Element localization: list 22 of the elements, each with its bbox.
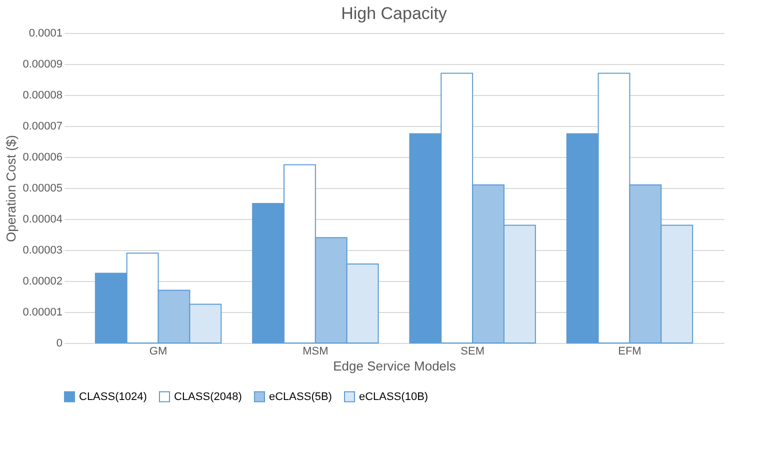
legend-label: eCLASS(10B): [359, 390, 428, 403]
x-tick-label: MSM: [302, 346, 328, 358]
y-tick-label: 0.00003: [22, 244, 62, 256]
x-tick-label: EFM: [618, 346, 642, 358]
x-tick-label: GM: [149, 346, 168, 358]
x-tick-label: SEM: [460, 346, 484, 358]
y-tick-label: 0.00009: [22, 58, 62, 70]
x-axis-title: Edge Service Models: [333, 358, 456, 374]
legend-label: CLASS(1024): [79, 390, 147, 403]
y-tick-label: 0: [56, 338, 62, 350]
y-tick-label: 0.00005: [22, 182, 62, 194]
legend-label: CLASS(2048): [174, 390, 242, 403]
y-tick-label: 0.00001: [22, 306, 62, 318]
y-tick-label: 0.00004: [22, 214, 62, 226]
y-tick-label: 0.00007: [22, 120, 62, 132]
y-tick-label: 0.00008: [22, 90, 62, 102]
legend-label: eCLASS(5B): [269, 390, 332, 403]
y-tick-label: 0.0001: [28, 28, 62, 40]
y-tick-label: 0.00006: [22, 152, 62, 164]
chart-title: High Capacity: [341, 4, 448, 23]
y-axis-title: Operation Cost ($): [4, 135, 19, 242]
y-tick-label: 0.00002: [22, 276, 62, 288]
